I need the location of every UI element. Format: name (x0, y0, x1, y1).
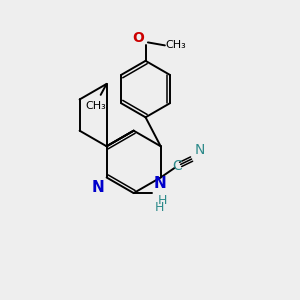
Text: H: H (158, 194, 167, 207)
Text: CH₃: CH₃ (85, 100, 106, 110)
Text: N: N (153, 176, 166, 191)
Text: CH₃: CH₃ (166, 40, 187, 50)
Text: N: N (92, 180, 104, 195)
Text: H: H (154, 200, 164, 214)
Text: O: O (132, 31, 144, 45)
Text: C: C (172, 159, 182, 173)
Text: N: N (195, 143, 205, 157)
